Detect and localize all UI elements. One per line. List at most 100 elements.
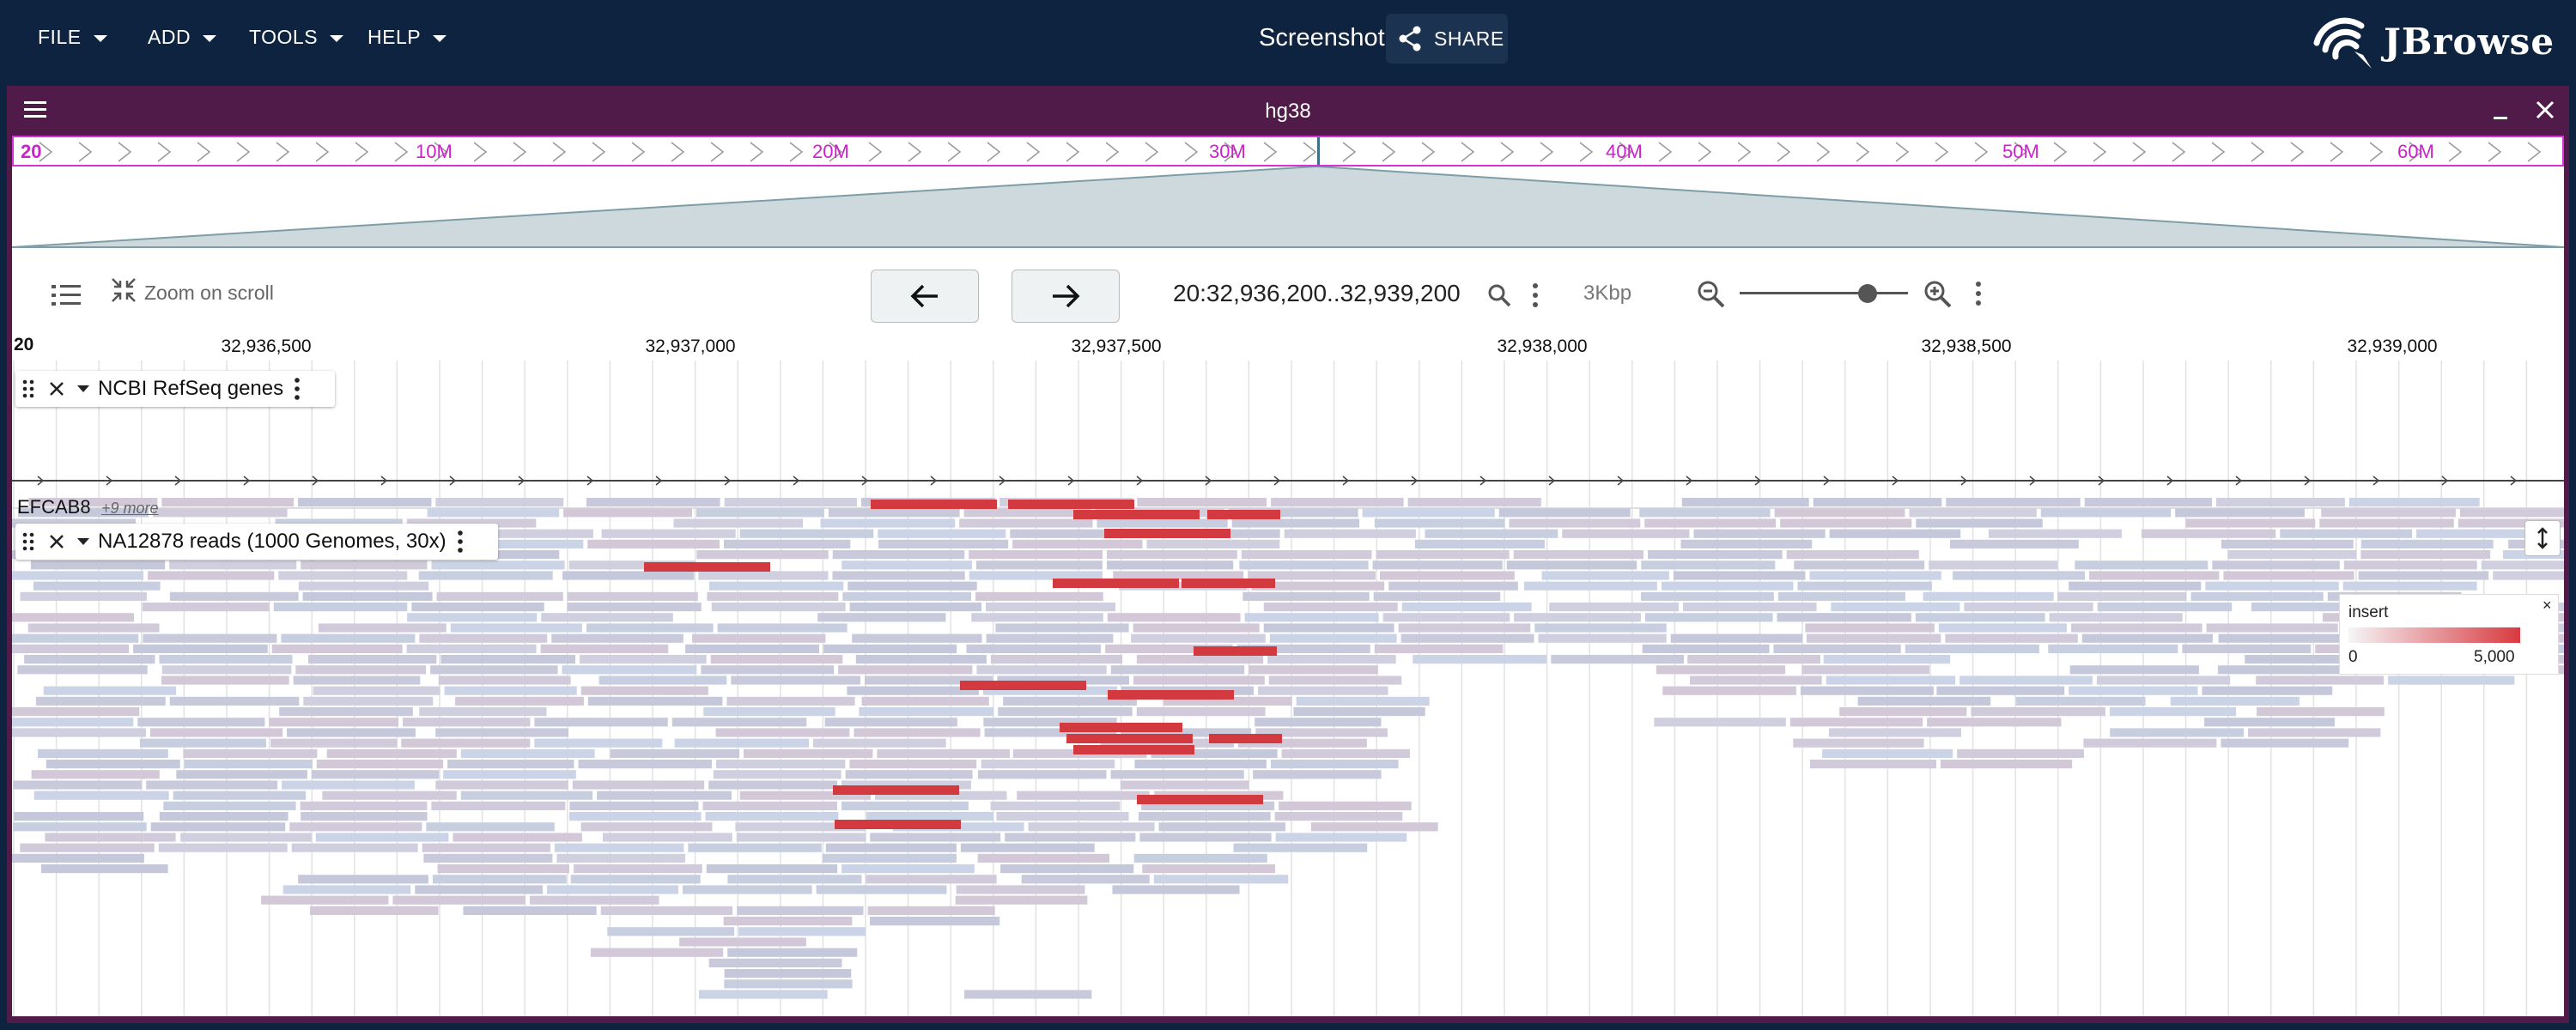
- overview-chevron: [1619, 142, 1633, 162]
- location-input[interactable]: [1173, 280, 1465, 307]
- read-alignment: [1964, 603, 2093, 612]
- overview-chevron: [789, 142, 804, 162]
- more-features-link[interactable]: +9 more: [101, 500, 159, 517]
- close-track-icon[interactable]: [48, 533, 65, 550]
- share-button[interactable]: SHARE: [1386, 14, 1508, 64]
- overview-chevron: [829, 142, 843, 162]
- read-alignment: [813, 738, 946, 748]
- read-alignment: [2202, 686, 2333, 695]
- overview-chevron: [908, 142, 922, 162]
- read-alignment: [1146, 539, 1280, 548]
- ruler-tick-label: 32,939,000: [2347, 336, 2438, 356]
- read-alignment: [1538, 633, 1667, 643]
- track-label-reads: NA12878 reads (1000 Genomes, 30x): [15, 524, 498, 560]
- overview-chevron: [2132, 142, 2147, 162]
- drag-handle-icon[interactable]: [22, 379, 34, 399]
- search-icon[interactable]: [1487, 283, 1511, 307]
- more-vert-icon[interactable]: [1973, 280, 1984, 307]
- read-alignment: [1959, 676, 2093, 685]
- read-alignment: [159, 655, 293, 664]
- read-alignment: [17, 508, 149, 518]
- pan-left-button[interactable]: [871, 270, 979, 323]
- read-alignment: [998, 707, 1133, 717]
- zoom-out-icon[interactable]: [1697, 280, 1726, 309]
- strand-arrow: [2372, 476, 2380, 486]
- overview-chevron: [1500, 142, 1515, 162]
- more-vert-icon[interactable]: [455, 530, 465, 554]
- read-alignment: [411, 603, 544, 612]
- read-alignment: [824, 718, 957, 727]
- minimize-icon[interactable]: [2490, 101, 2511, 122]
- read-alignment: [153, 508, 288, 518]
- read-alignment: [1828, 728, 1962, 737]
- read-alignment: [1654, 718, 1786, 727]
- read-alignment: [1774, 508, 1905, 518]
- session-name: Screenshot: [1259, 24, 1385, 52]
- read-alignment: [817, 613, 946, 622]
- pan-right-button[interactable]: [1012, 270, 1120, 323]
- more-vert-icon[interactable]: [1530, 282, 1540, 309]
- overview-chevron: [1342, 142, 1357, 162]
- read-alignment: [724, 969, 852, 978]
- alignments-canvas[interactable]: [12, 136, 2564, 1016]
- menu-add[interactable]: ADD: [148, 26, 217, 49]
- read-alignment: [1823, 655, 1951, 664]
- read-alignment: [534, 738, 663, 748]
- overview-chevron: [236, 142, 251, 162]
- ruler-tick-label: 32,938,500: [1921, 336, 2012, 356]
- read-alignment: [963, 508, 1091, 518]
- strand-arrow: [1823, 476, 1831, 486]
- read-alignment: [1670, 633, 1802, 643]
- zoom-in-icon[interactable]: [1923, 280, 1953, 309]
- overview-scalebar[interactable]: 20 10M 20M 30M 40M 50M 60M: [12, 136, 2564, 167]
- read-alignment: [1509, 518, 1641, 528]
- read-alignment: [176, 770, 307, 779]
- menu-file[interactable]: FILE: [38, 26, 107, 49]
- strand-arrow: [106, 476, 113, 486]
- read-long-insert: [1008, 500, 1134, 509]
- track-selector-icon[interactable]: [50, 280, 82, 311]
- read-alignment: [2218, 633, 2348, 643]
- read-alignment: [1134, 760, 1267, 769]
- hamburger-menu-icon[interactable]: [22, 100, 48, 120]
- read-alignment: [28, 498, 158, 507]
- overview-chevron: [1579, 142, 1594, 162]
- chevron-down-icon[interactable]: [76, 384, 91, 394]
- read-alignment: [1425, 529, 1558, 538]
- overview-chevron: [2290, 142, 2305, 162]
- read-alignment: [2481, 560, 2564, 570]
- overview-chevron: [1777, 142, 1791, 162]
- read-long-insert: [1182, 579, 1275, 588]
- close-track-icon[interactable]: [48, 380, 65, 397]
- read-alignment: [723, 917, 853, 926]
- close-icon[interactable]: [2533, 98, 2557, 122]
- read-alignment: [601, 529, 736, 538]
- zoom-slider[interactable]: [1731, 283, 1908, 304]
- gene-feature-label[interactable]: EFCAB8: [17, 496, 91, 518]
- read-alignment: [554, 843, 684, 852]
- read-alignment: [2089, 571, 2220, 580]
- overview-chevron: [355, 142, 369, 162]
- track-height-button[interactable]: [2524, 520, 2561, 556]
- read-alignment: [1388, 581, 1518, 591]
- zoom-on-scroll-icon[interactable]: [110, 276, 137, 304]
- menu-tools[interactable]: TOOLS: [249, 26, 344, 49]
- chevron-down-icon: [93, 34, 107, 42]
- read-alignment: [866, 812, 994, 821]
- strand-arrow: [174, 476, 182, 486]
- zoom-on-scroll-label[interactable]: Zoom on scroll: [144, 282, 274, 304]
- read-alignment: [432, 875, 567, 884]
- read-alignment: [403, 718, 531, 727]
- zoom-slider-thumb[interactable]: [1858, 284, 1878, 303]
- legend-close-button[interactable]: ×: [2543, 597, 2552, 614]
- read-alignment: [12, 822, 147, 832]
- read-alignment: [1562, 529, 1690, 538]
- chevron-down-icon[interactable]: [76, 536, 91, 547]
- read-alignment: [1249, 665, 1379, 675]
- overview-chevron: [1737, 142, 1752, 162]
- read-alignment: [1258, 686, 1388, 695]
- more-vert-icon[interactable]: [292, 377, 302, 401]
- read-alignment: [275, 518, 403, 528]
- menu-help[interactable]: HELP: [368, 26, 447, 49]
- drag-handle-icon[interactable]: [22, 531, 34, 552]
